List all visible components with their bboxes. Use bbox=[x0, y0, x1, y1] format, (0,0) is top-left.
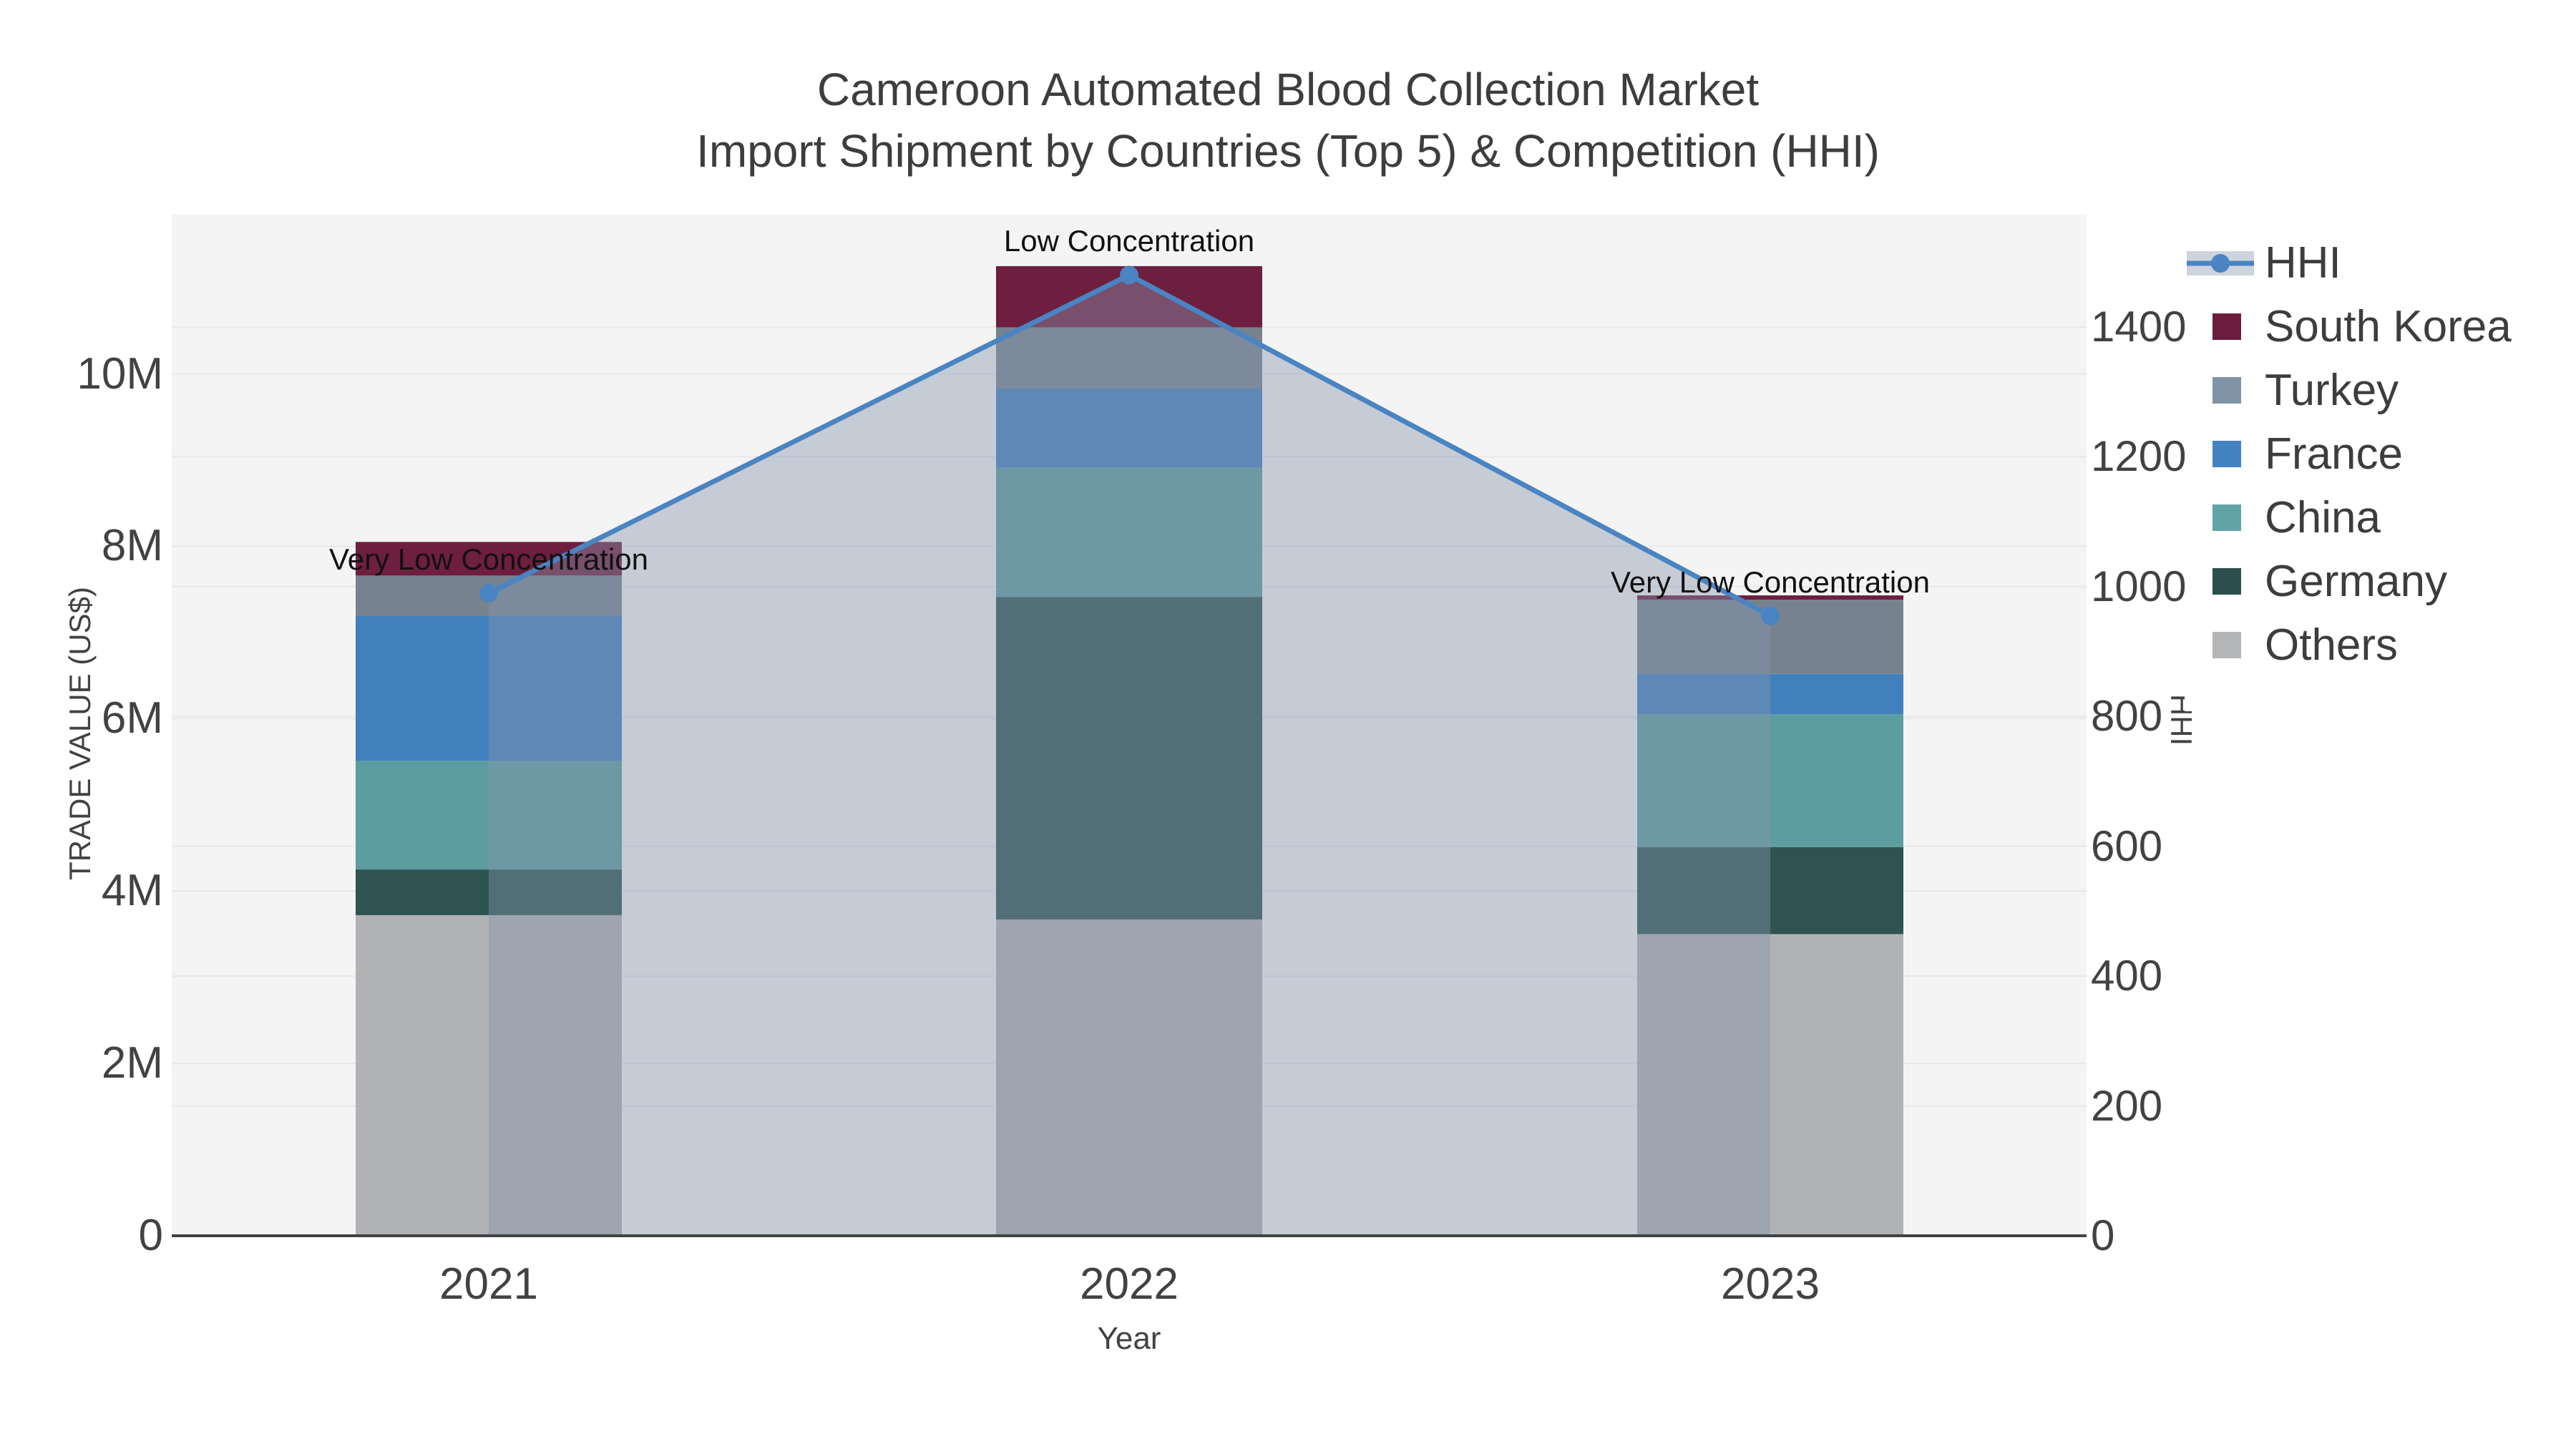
legend-item-china[interactable]: China bbox=[2185, 492, 2575, 545]
legend-label: Turkey bbox=[2265, 366, 2399, 415]
legend-swatch-germany bbox=[2212, 568, 2241, 595]
x-tick-label-2023: 2023 bbox=[1721, 1259, 1820, 1309]
legend-item-hhi[interactable]: HHI bbox=[2185, 237, 2575, 290]
y-right-tick-label: 1200 bbox=[2091, 432, 2187, 481]
legend-item-others[interactable]: Others bbox=[2185, 619, 2575, 672]
bar-segment-others-2023[interactable] bbox=[1637, 934, 1903, 1236]
y-left-tick-label: 8M bbox=[101, 521, 163, 571]
y-left-tick-label: 2M bbox=[101, 1038, 163, 1088]
y-left-tick-label: 10M bbox=[77, 348, 163, 399]
bar-segment-turkey-2022[interactable] bbox=[996, 327, 1262, 389]
bar-segment-germany-2023[interactable] bbox=[1637, 847, 1903, 935]
page-subtitle: Import Shipment by Countries (Top 5) & C… bbox=[696, 125, 1880, 177]
legend-swatch-france bbox=[2212, 441, 2241, 467]
bar-segment-france-2023[interactable] bbox=[1637, 673, 1903, 715]
bar-segment-china-2021[interactable] bbox=[356, 761, 622, 870]
y-right-tick-label: 600 bbox=[2091, 821, 2163, 870]
concentration-annotation-2023: Very Low Concentration bbox=[1611, 565, 1930, 599]
x-axis-title: Year bbox=[1097, 1321, 1161, 1356]
y-right-tick-label: 200 bbox=[2091, 1081, 2163, 1130]
bar-segment-others-2021[interactable] bbox=[356, 914, 622, 1236]
legend-label: Germany bbox=[2265, 557, 2447, 606]
legend-label: China bbox=[2265, 493, 2381, 542]
bar-segment-germany-2021[interactable] bbox=[356, 869, 622, 915]
legend-label: HHI bbox=[2265, 238, 2341, 288]
bar-segment-france-2022[interactable] bbox=[996, 388, 1262, 468]
concentration-annotation-2022: Low Concentration bbox=[1003, 224, 1255, 258]
legend-swatch-turkey bbox=[2212, 377, 2241, 404]
x-tick-label-2022: 2022 bbox=[1080, 1259, 1179, 1309]
bar-segment-china-2023[interactable] bbox=[1637, 714, 1903, 847]
legend-item-france[interactable]: France bbox=[2185, 428, 2575, 481]
hhi-line-legend-icon bbox=[2187, 251, 2254, 275]
bar-segment-france-2021[interactable] bbox=[356, 615, 622, 761]
legend-item-south-korea[interactable]: South Korea bbox=[2185, 301, 2575, 353]
y-left-tick-label: 4M bbox=[101, 866, 163, 916]
hhi-marker-2021[interactable] bbox=[479, 583, 498, 602]
x-tick-label-2021: 2021 bbox=[439, 1259, 538, 1309]
y-left-tick-label: 0 bbox=[138, 1211, 163, 1260]
bar-segment-south-korea-2023[interactable] bbox=[1637, 595, 1903, 600]
legend-label: Others bbox=[2265, 620, 2399, 670]
y-left-tick-label: 6M bbox=[101, 693, 163, 743]
y-right-tick-label: 0 bbox=[2091, 1211, 2115, 1259]
y-right-tick-label: 400 bbox=[2091, 952, 2163, 1000]
legend-swatch-others bbox=[2212, 632, 2241, 658]
bar-segment-china-2022[interactable] bbox=[996, 467, 1262, 597]
bar-segment-germany-2022[interactable] bbox=[996, 597, 1262, 919]
legend-swatch-south-korea bbox=[2212, 313, 2241, 340]
legend-item-germany[interactable]: Germany bbox=[2185, 555, 2575, 608]
hhi-marker-2023[interactable] bbox=[1761, 606, 1780, 625]
hhi-area-fill bbox=[489, 275, 1770, 1236]
y-right-tick-label: 1000 bbox=[2091, 562, 2187, 610]
legend-label: France bbox=[2265, 429, 2403, 479]
page-title: Cameroon Automated Blood Collection Mark… bbox=[816, 64, 1760, 115]
legend: HHI South Korea Turkey France China Germany Ot… bbox=[2185, 230, 2575, 711]
x-axis-line bbox=[172, 1234, 2087, 1237]
y-right-tick-label: 1400 bbox=[2091, 303, 2187, 351]
legend-item-turkey[interactable]: Turkey bbox=[2185, 364, 2575, 417]
legend-swatch-china bbox=[2212, 504, 2241, 531]
legend-label: South Korea bbox=[2265, 302, 2512, 351]
hhi-marker-2022[interactable] bbox=[1120, 265, 1138, 285]
y-right-tick-label: 800 bbox=[2091, 692, 2163, 741]
concentration-annotation-2021: Very Low Concentration bbox=[329, 542, 648, 576]
bar-segment-others-2022[interactable] bbox=[996, 919, 1262, 1236]
